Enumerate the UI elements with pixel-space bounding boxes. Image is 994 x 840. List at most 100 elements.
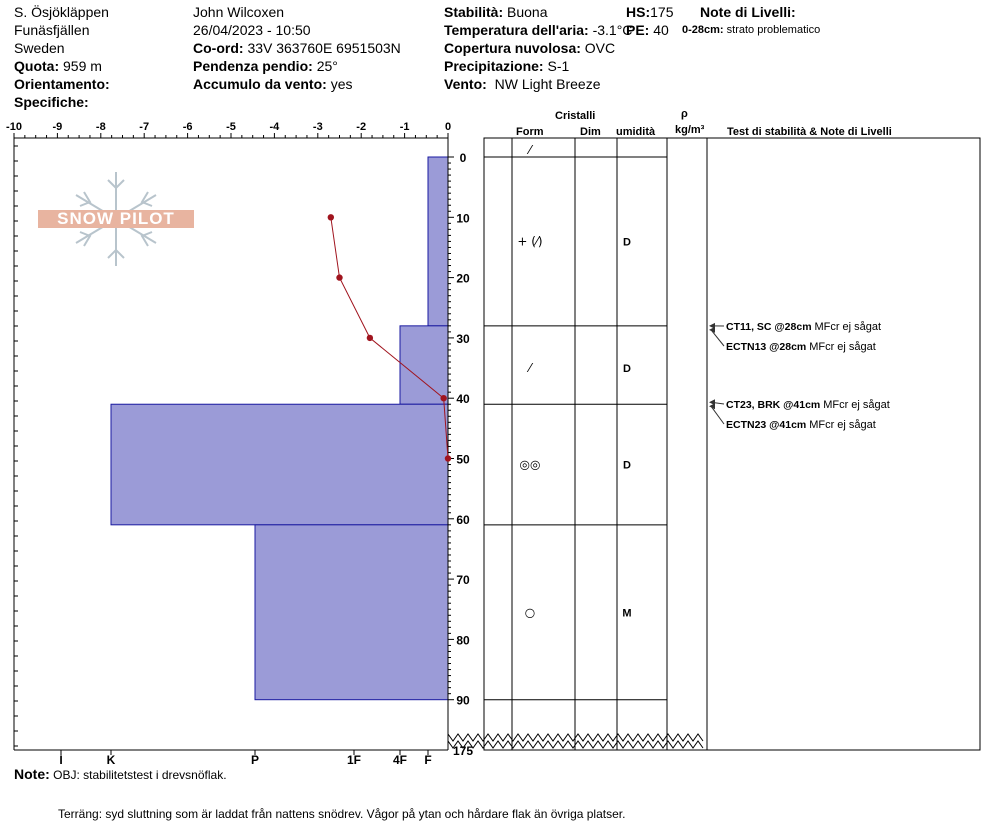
test-note: MFcr ej sågat [823,399,890,411]
hardness-layer [399,325,449,405]
note-livelli-range: 0-28cm: [682,24,724,36]
temp-label: Temperatura dell'aria: [444,22,589,38]
temp-tick-label: -8 [96,121,106,133]
crystal-form: ⁄ [526,361,534,375]
watermark-text: SNOW PILOT [38,210,194,228]
depth-tick-label: 70 [456,573,470,587]
pendenza-value: 25° [316,58,338,74]
test-code: CT23, BRK @41cm [726,399,823,411]
temp-tick-label: -10 [6,121,22,133]
stability-test: CT23, BRK @41cm MFcr ej sågat [726,399,890,411]
quota-label: Quota: [14,58,60,74]
country: Sweden [14,40,65,56]
accumulo-label: Accumulo da vento: [193,76,327,92]
note-livelli-label: Note di Livelli: [700,4,796,20]
depth-tick-label: 20 [456,272,470,286]
footer-note-row: Note: OBJ: stabilitetstest i drevsnöflak… [14,766,227,783]
specifiche-label: Specifiche: [14,94,89,110]
arrow-icon [709,403,715,410]
depth-tick-label: 90 [456,694,470,708]
copertura-row: Copertura nuvolosa: OVC [444,40,615,56]
region: Funäsfjällen [14,22,90,38]
location: S. Ösjökläppen [14,4,109,20]
depth-tick-label: 10 [456,211,470,225]
moisture-value: D [623,363,631,375]
arrow-icon [709,399,715,406]
coord-row: Co-ord: 33V 363760E 6951503N [193,40,401,56]
col-cristalli: Cristalli [555,110,596,122]
depth-tick-label: 80 [456,633,470,647]
vento-label: Vento: [444,76,487,92]
arrow-icon [709,322,715,329]
table-frame [483,137,981,751]
depth-tick-label: 50 [456,453,470,467]
col-rho-unit: kg/m³ [675,124,705,136]
copertura-label: Copertura nuvolosa: [444,40,581,56]
pe-value: 40 [653,22,669,38]
hardness-layer [110,403,449,526]
coord-value: 33V 363760E 6951503N [247,40,401,56]
hardness-tick-label: I [59,753,62,767]
depth-tick-label: 30 [456,332,470,346]
footer-note-text: OBJ: stabilitetstest i drevsnöflak. [53,768,227,782]
temp-row: Temperatura dell'aria: -3.1°C [444,22,632,38]
note-livelli-text: strato problematico [726,24,821,36]
test-leader-line [710,329,725,347]
hs-row: HS:175 [626,4,673,20]
depth-tick-label: 60 [456,513,470,527]
temperature-point [327,214,335,221]
temp-tick-label: -6 [183,121,193,133]
moisture-value: D [623,460,631,472]
crystal-form: ⁄ [526,143,534,157]
col-test: Test di stabilità & Note di Livelli [727,126,892,138]
moisture-value: D [623,236,631,248]
depth-break-label: 175 [453,744,473,758]
hs-value: 175 [650,4,674,20]
temp-tick-label: -9 [53,121,63,133]
quota-value: 959 m [63,58,102,74]
note-livelli-row: 0-28cm: strato problematico [682,24,820,36]
break-wave-bottom [447,740,704,749]
crystal-form: ○ [525,605,535,619]
col-form: Form [516,126,544,138]
arrow-icon [709,326,715,333]
hs-label: HS: [626,4,651,20]
precip-value: S-1 [547,58,570,74]
temp-tick-label: -1 [400,121,410,133]
snowpilot-watermark: SNOW PILOT [38,170,194,270]
test-note: MFcr ej sågat [809,341,876,353]
stability-test: ECTN23 @41cm MFcr ej sågat [726,419,876,431]
accumulo-value: yes [330,76,353,92]
hardness-tick-label: F [424,753,431,767]
orientamento-label: Orientamento: [14,76,110,92]
coord-label: Co-ord: [193,40,244,56]
col-umidita: umidità [616,126,656,138]
stabilita-row: Stabilità: Buona [444,4,548,20]
footer-terrain: Terräng: syd sluttning som är laddat frå… [58,807,626,821]
test-note: MFcr ej sågat [814,321,881,333]
hardness-layer [254,524,449,701]
break-wave-top [447,733,704,742]
temp-tick-label: -2 [356,121,366,133]
copertura-value: OVC [584,40,616,56]
datetime: 26/04/2023 - 10:50 [193,22,311,38]
stability-test: ECTN13 @28cm MFcr ej sågat [726,341,876,353]
moisture-value: M [622,607,631,619]
col-dim: Dim [580,126,601,138]
hardness-tick-label: P [251,753,259,767]
temp-tick-label: -3 [313,121,323,133]
depth-tick-label: 40 [456,392,470,406]
precip-label: Precipitazione: [444,58,544,74]
test-code: ECTN13 @28cm [726,341,809,353]
hardness-tick-label: 4F [393,753,407,767]
stability-test: CT11, SC @28cm MFcr ej sågat [726,321,881,333]
stabilita-value: Buona [507,4,548,20]
pendenza-row: Pendenza pendio: 25° [193,58,338,74]
hardness-tick-label: K [107,753,116,767]
temperature-point [366,334,374,342]
accumulo-row: Accumulo da vento: yes [193,76,352,92]
hardness-tick-label: 1F [347,753,361,767]
temperature-point [336,274,343,281]
vento-value: NW Light Breeze [494,76,601,92]
